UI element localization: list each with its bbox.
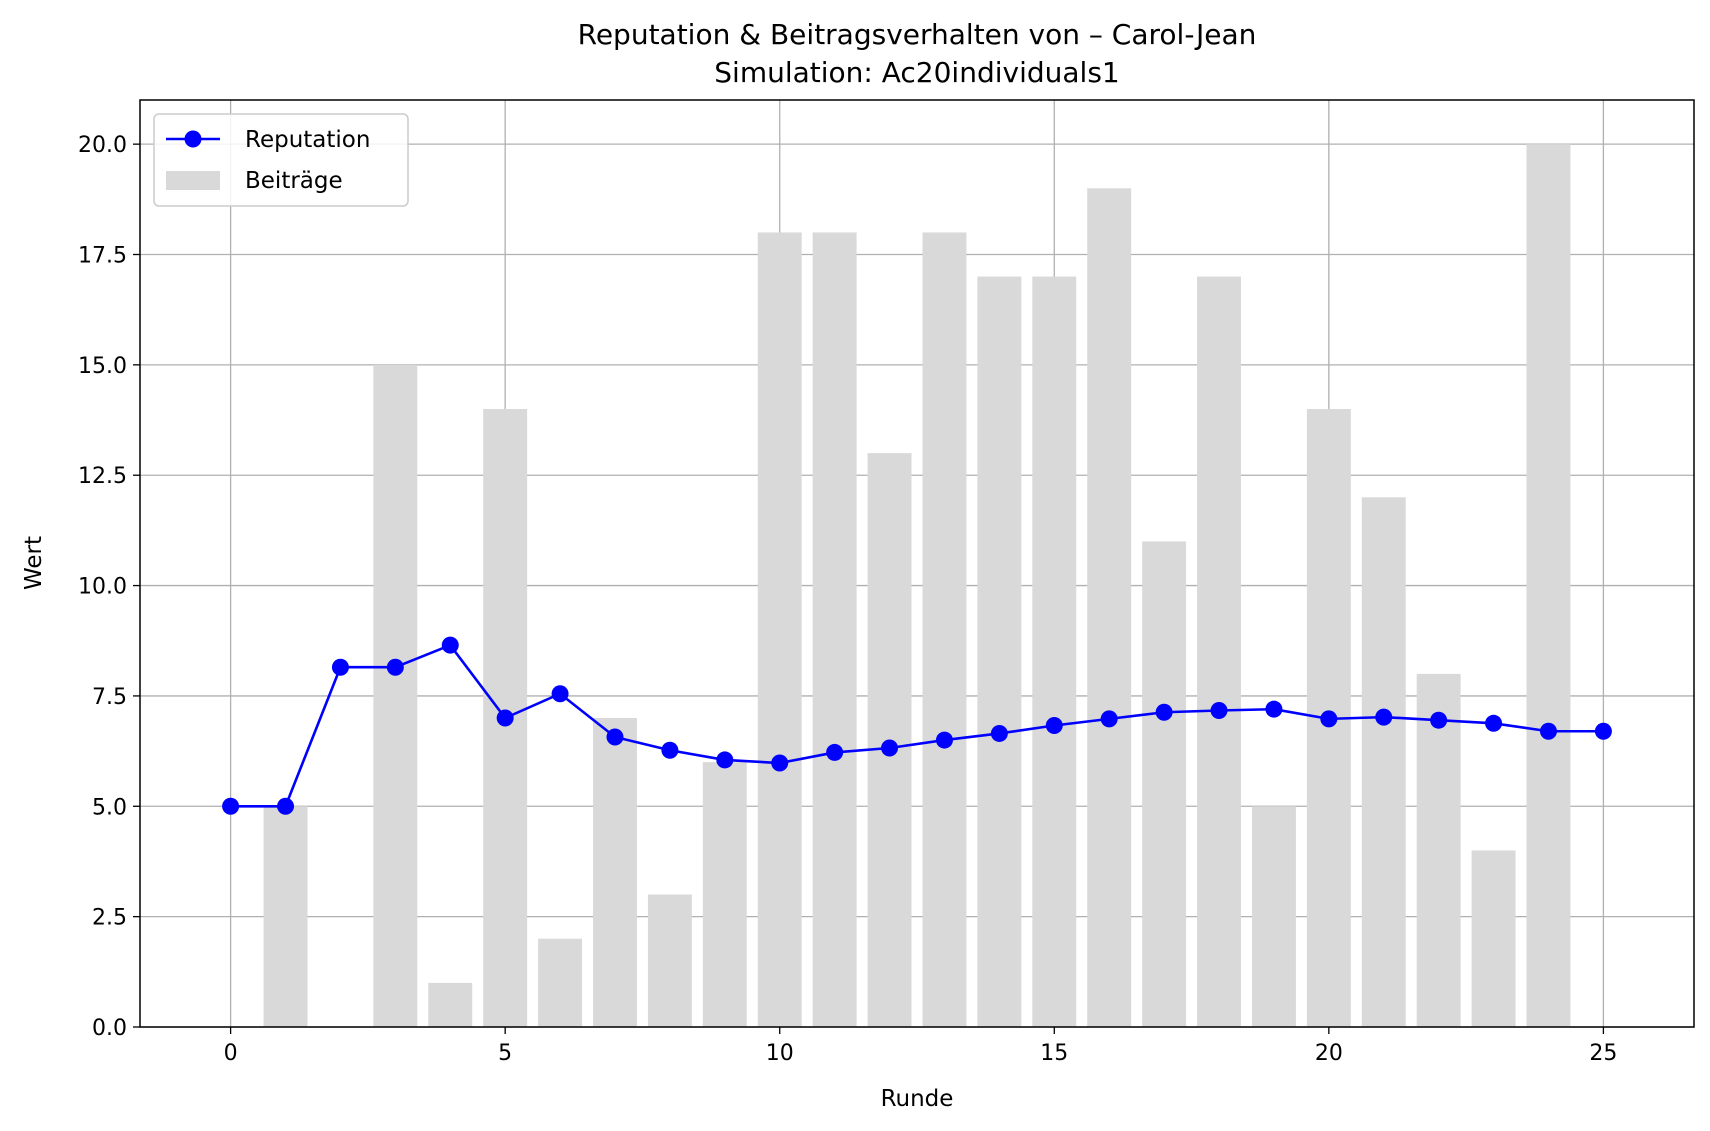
reputation-point [551, 685, 569, 703]
plot-frame [139, 99, 1695, 1028]
x-tick-label: 0 [224, 1041, 238, 1066]
reputation-point [1210, 701, 1228, 719]
bar-beitrag [428, 982, 473, 1027]
reputation-point [1485, 714, 1503, 732]
reputation-point [881, 739, 899, 757]
legend-marker-swatch [184, 130, 202, 148]
bar-beitrag [1197, 276, 1241, 1028]
bar-beitrag [1087, 188, 1132, 1028]
reputation-point [222, 797, 240, 815]
y-tick-label: 12.5 [78, 464, 127, 489]
reputation-point [716, 751, 734, 769]
reputation-point [1539, 722, 1557, 740]
bar-beitrag [1142, 541, 1187, 1027]
reputation-point [1100, 710, 1118, 728]
y-tick-label: 10.0 [78, 575, 127, 600]
bar-beitrag [757, 232, 802, 1027]
reputation-point [441, 636, 459, 654]
bar-beitrag [1361, 497, 1406, 1027]
y-tick-label: 7.5 [92, 685, 127, 710]
y-tick-label: 5.0 [92, 795, 127, 820]
legend: Reputation Beiträge [153, 113, 409, 207]
bar-beitrag [922, 232, 967, 1027]
y-tick-label: 15.0 [78, 354, 127, 379]
reputation-point [1375, 708, 1393, 726]
reputation-point [606, 728, 624, 746]
reputation-point [990, 724, 1008, 742]
bar-beitrag [1416, 673, 1461, 1027]
x-axis-ticks: 0 5 10 15 20 25 [224, 1027, 1617, 1066]
bar-beitrag [593, 718, 637, 1027]
bar-beitrag [977, 276, 1022, 1028]
x-tick-label: 5 [498, 1041, 512, 1066]
x-tick-label: 15 [1040, 1041, 1068, 1066]
bar-beitrag [1526, 144, 1571, 1028]
bar-beitrag [812, 232, 857, 1027]
legend-label-beitraege: Beiträge [245, 168, 343, 194]
y-tick-label: 20.0 [78, 133, 127, 158]
x-tick-label: 10 [766, 1041, 794, 1066]
bar-beitrag [1032, 276, 1077, 1028]
reputation-point [386, 658, 404, 676]
bar-beitrag [538, 938, 583, 1027]
bar-beitrag [647, 894, 692, 1027]
reputation-point [935, 731, 953, 749]
reputation-point [1045, 717, 1063, 735]
reputation-point [661, 741, 679, 759]
line-reputation [222, 636, 1612, 815]
chart-title: Reputation & Beitragsverhalten von – Car… [578, 18, 1257, 51]
bar-beitrag [1251, 806, 1296, 1027]
bar-beitrag [1471, 850, 1516, 1027]
y-tick-label: 0.0 [92, 1016, 127, 1041]
x-tick-label: 25 [1589, 1041, 1617, 1066]
y-axis-label: Wert [21, 536, 47, 590]
reputation-line-path [230, 643, 1604, 808]
y-tick-label: 2.5 [92, 906, 127, 931]
reputation-point [826, 743, 844, 761]
reputation-point [771, 754, 789, 772]
bar-beitrag [373, 364, 418, 1027]
x-tick-label: 20 [1315, 1041, 1343, 1066]
reputation-point [1430, 711, 1448, 729]
legend-label-reputation: Reputation [245, 127, 370, 153]
y-tick-label: 17.5 [78, 244, 127, 269]
reputation-point [496, 709, 514, 727]
reputation-point [1594, 722, 1612, 740]
reputation-point [1265, 700, 1283, 718]
reputation-point [331, 658, 349, 676]
legend-bar-swatch [166, 171, 220, 190]
bar-beitrag [702, 762, 747, 1027]
x-axis-label: Runde [881, 1086, 954, 1112]
reputation-point [1155, 703, 1173, 721]
bar-beitrag [263, 806, 308, 1027]
reputation-point [1320, 710, 1338, 728]
reputation-point [277, 797, 295, 815]
chart-subtitle: Simulation: Ac20individuals1 [714, 56, 1119, 89]
y-axis-ticks: 0.0 2.5 5.0 7.5 10.0 12.5 15.0 17.5 20.0 [78, 133, 140, 1041]
